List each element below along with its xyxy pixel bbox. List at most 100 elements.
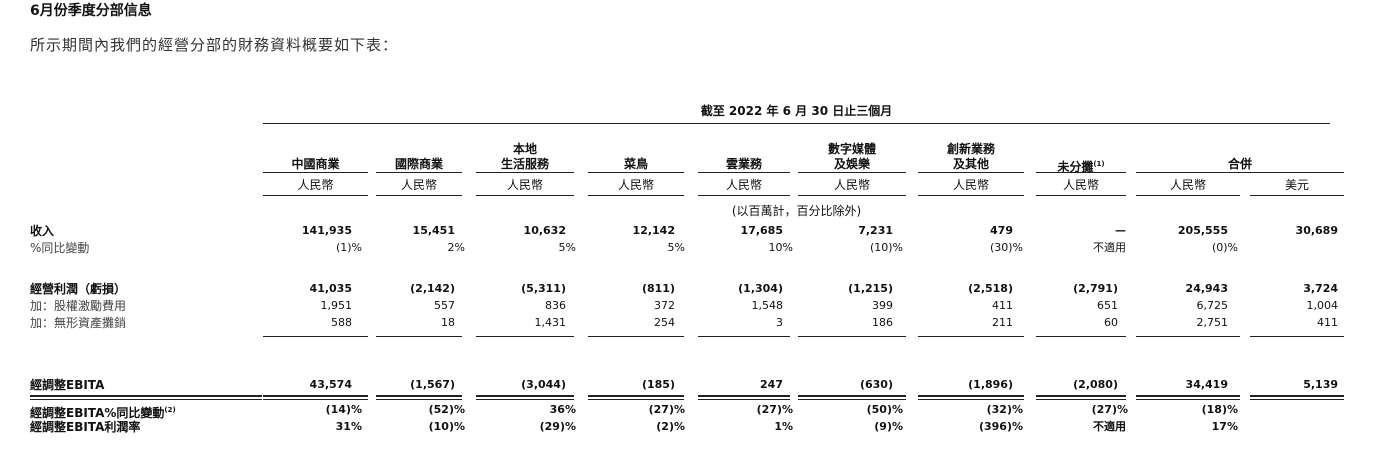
rule [1136,399,1240,400]
rule [918,399,1024,400]
cell: 3 [776,316,783,329]
column-header: 及其他 [952,157,989,171]
rule [476,399,574,400]
cell: 1,951 [320,299,353,312]
rule [263,172,368,173]
rule [30,399,262,400]
cell: 18 [441,316,455,329]
footnote-mark: (1) [1093,160,1105,168]
cell: 211 [992,316,1013,329]
row-label: 加：股權激勵費用 [30,299,127,313]
rule [476,172,574,173]
cell: (2,142) [410,282,455,295]
rule [476,195,574,196]
rule [1136,195,1240,196]
cell: 不適用 [1093,241,1126,254]
rule [376,195,462,196]
cell: (1,896) [968,378,1013,391]
cell: 411 [1317,316,1338,329]
subtitle: 所示期間內我們的經營分部的財務資料概要如下表： [30,36,399,54]
rule [918,336,1024,337]
cell: 2% [447,241,465,254]
cell: (10)% [869,241,903,254]
column-header: 及娛樂 [833,157,870,171]
rule [1250,195,1344,196]
cell: 836 [545,299,566,312]
currency: 人民幣 [725,178,762,192]
rule [798,195,906,196]
cell: (2,791) [1073,282,1118,295]
rule [263,195,368,196]
column-header: 本地 [512,142,537,156]
cell: 3,724 [1303,282,1338,295]
cell: 60 [1104,316,1118,329]
cell: 10,632 [523,224,566,237]
cell: (10)% [428,420,465,433]
currency: 人民幣 [1062,178,1099,192]
row-label: 經營利潤（虧損） [30,282,127,296]
cell: 141,935 [301,224,352,237]
cell: (30)% [989,241,1023,254]
cell: 479 [990,224,1013,237]
column-header: 生活服務 [500,157,549,171]
currency: 人民幣 [400,178,437,192]
cell: 2,751 [1196,316,1229,329]
rule [263,399,368,400]
rule [376,395,462,397]
rule [476,395,574,397]
rule [263,123,1330,124]
cell: (1,567) [410,378,455,391]
cell: (1)% [335,241,362,254]
cell: 43,574 [309,378,352,391]
column-header: 菜鳥 [623,157,648,171]
cell: (1,304) [738,282,783,295]
cell: 5% [558,241,576,254]
column-header: 未分攤(1) [1057,160,1105,174]
cell: 6,725 [1196,299,1229,312]
period: 截至 2022 年 6 月 30 日止三個月 [700,104,893,118]
cell: 205,555 [1177,224,1228,237]
rule [1036,172,1126,173]
currency: 人民幣 [952,178,989,192]
rule [798,399,906,400]
cell: 372 [654,299,675,312]
cell: 1,004 [1306,299,1339,312]
currency: 人民幣 [1169,178,1206,192]
cell: (50)% [866,403,903,416]
column-header: 國際商業 [394,157,443,171]
rule [376,172,462,173]
cell: 31% [335,420,362,433]
cell: (14)% [325,403,362,416]
rule [1036,399,1126,400]
rule [698,195,790,196]
cell: 17,685 [740,224,783,237]
cell: — [1115,224,1126,237]
cell: (185) [641,378,675,391]
cell: (3,044) [521,378,566,391]
row-label: 經調整EBITA利潤率 [30,420,141,434]
column-header: 合併 [1227,157,1252,171]
row-label: 收入 [30,224,55,238]
cell: 24,943 [1185,282,1228,295]
rule [1136,172,1344,173]
cell: (27)% [756,403,793,416]
cell: (5,311) [521,282,566,295]
cell: 186 [872,316,893,329]
row-label: 加：無形資產攤銷 [30,316,127,330]
rule [698,336,790,337]
cell: 1,548 [751,299,784,312]
rule [1136,336,1240,337]
rule [476,336,574,337]
rule [918,172,1024,173]
rule [263,395,368,397]
cell: 17% [1211,420,1238,433]
rule [798,172,906,173]
row-label: %同比變動 [30,241,90,255]
cell: 651 [1097,299,1118,312]
cell: 5,139 [1303,378,1338,391]
title: 6月份季度分部信息 [30,3,152,19]
rule [918,195,1024,196]
currency: 美元 [1284,178,1309,192]
cell: 588 [331,316,352,329]
cell: 34,419 [1185,378,1228,391]
